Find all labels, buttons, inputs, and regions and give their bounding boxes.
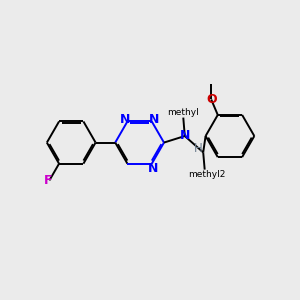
Text: N: N xyxy=(120,113,130,126)
Text: methyl: methyl xyxy=(167,108,199,117)
Text: N: N xyxy=(149,113,159,126)
Text: methyl2: methyl2 xyxy=(188,170,226,179)
Text: O: O xyxy=(206,93,217,106)
Text: F: F xyxy=(44,174,52,187)
Text: N: N xyxy=(148,162,158,175)
Text: H: H xyxy=(194,142,202,155)
Text: N: N xyxy=(180,129,190,142)
